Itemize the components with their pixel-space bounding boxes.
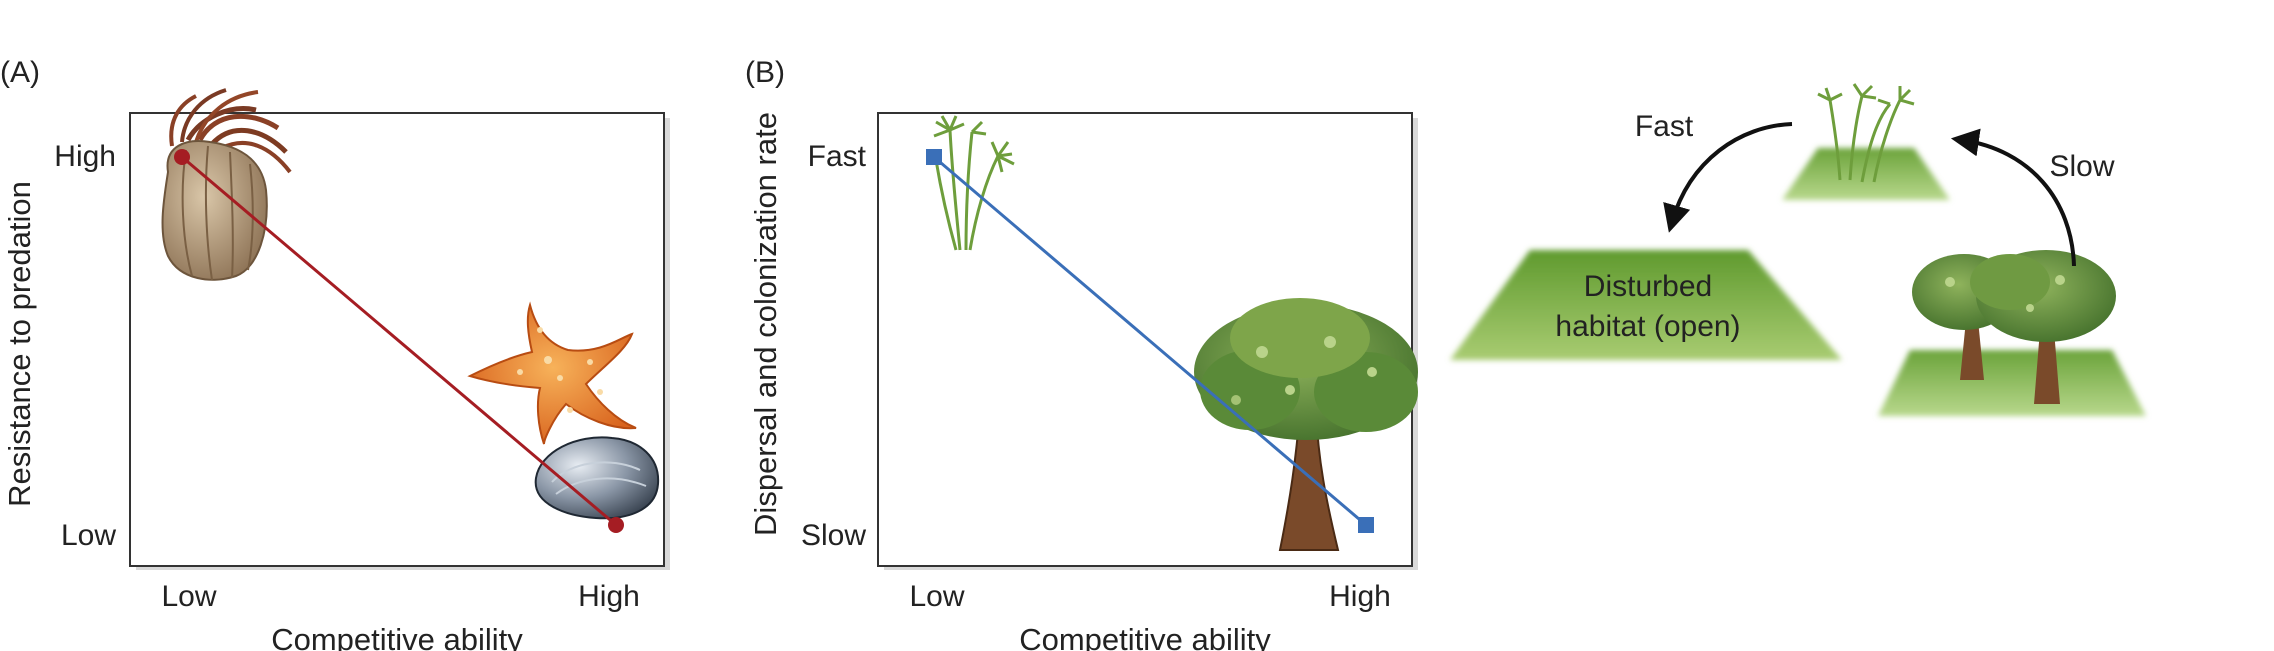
a-y-axis-label: Resistance to predation xyxy=(2,181,37,507)
a-x-axis-label: Competitive ability xyxy=(271,622,523,651)
habitat-label-line1: Disturbed xyxy=(1584,270,1712,303)
b-y-axis-label: Dispersal and colonization rate xyxy=(748,112,783,536)
disturbed-habitat-patch xyxy=(1450,250,1842,360)
b-x-tick-low: Low xyxy=(909,580,964,613)
slow-arrow xyxy=(1950,128,2076,267)
starfish-icon xyxy=(467,301,637,445)
panel-b: (B) Fast Slow Low High Competitive abili… xyxy=(745,56,1418,651)
a-y-tick-high: High xyxy=(54,140,116,173)
b-y-tick-fast: Fast xyxy=(808,140,867,173)
a-tradeoff-line xyxy=(181,155,617,527)
panel-a-letter: (A) xyxy=(0,56,40,89)
b-point-high-slow xyxy=(1358,517,1374,533)
succession-cycle: Disturbed habitat (open) xyxy=(1450,83,2146,416)
forest-patch xyxy=(1878,350,2146,416)
a-x-tick-high: High xyxy=(578,580,640,613)
habitat-label-line2: habitat (open) xyxy=(1555,310,1740,343)
b-tradeoff-line xyxy=(933,155,1367,527)
slow-label: Slow xyxy=(2049,150,2114,183)
b-point-low-fast xyxy=(926,149,942,165)
oak-tree-icon xyxy=(1194,298,1418,551)
a-y-tick-low: Low xyxy=(61,519,116,552)
panel-b-letter: (B) xyxy=(745,56,785,89)
grass-cluster-icon xyxy=(1817,83,1915,183)
b-x-tick-high: High xyxy=(1329,580,1391,613)
mussel-icon xyxy=(534,436,660,520)
grass-icon xyxy=(933,115,1015,251)
a-x-tick-low: Low xyxy=(161,580,216,613)
a-point-low-high xyxy=(174,149,190,165)
a-point-high-low xyxy=(608,517,624,533)
fast-label: Fast xyxy=(1635,110,1694,143)
panel-a: (A) High Low Low High Competitive abilit… xyxy=(0,56,670,651)
b-y-tick-slow: Slow xyxy=(801,519,866,552)
trees-icon xyxy=(1912,250,2116,404)
b-x-axis-label: Competitive ability xyxy=(1019,622,1271,651)
grass-patch xyxy=(1782,148,1950,200)
anemone-icon xyxy=(161,88,292,281)
fast-arrow xyxy=(1663,122,1793,233)
